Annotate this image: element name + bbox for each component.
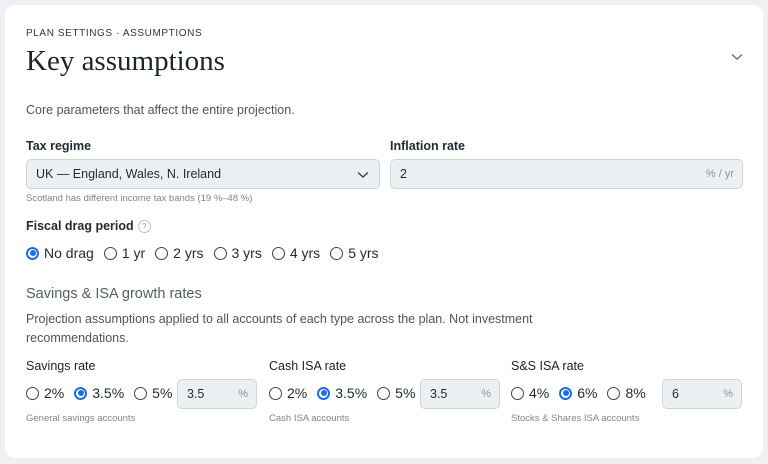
input-unit: % (481, 388, 491, 400)
radio-label: 4 yrs (289, 245, 321, 261)
radio-option[interactable]: 8% (607, 385, 646, 401)
radio-label: 5% (152, 385, 173, 401)
select-arrow (357, 171, 369, 178)
radio-group: 2% 3.5% 5% (269, 385, 425, 401)
field-label: S&S ISA rate (511, 359, 584, 373)
input-value: 6 (672, 387, 679, 401)
radio-circle (74, 386, 88, 400)
field-label: Tax regime (26, 139, 92, 153)
radio-label: 8% (625, 385, 646, 401)
label-text: Fiscal drag period (26, 219, 134, 233)
input-value: 3.5 (187, 387, 205, 401)
radio-circle (26, 386, 39, 400)
radio-circle (134, 386, 148, 400)
radio-label: 5% (395, 385, 416, 401)
radio-option[interactable]: 2% (269, 385, 307, 401)
breadcrumb: PLAN SETTINGS · ASSUMPTIONS (26, 28, 203, 39)
select-value: UK — England, Wales, N. Ireland (36, 167, 222, 181)
input-unit: % (723, 388, 733, 400)
radio-option[interactable]: 5% (377, 385, 415, 401)
radio-label: 5 yrs (348, 245, 379, 261)
radio-option[interactable]: No drag (26, 245, 94, 261)
radio-circle (103, 246, 117, 260)
radio-label: 1 yr (121, 245, 146, 261)
radio-option[interactable]: 3 yrs (213, 245, 262, 261)
description: Core parameters that affect the entire p… (26, 103, 295, 117)
assumptions-card: PLAN SETTINGS · ASSUMPTIONS Key assumpti… (5, 5, 763, 458)
field-label: Cash ISA rate (269, 359, 347, 373)
input-unit: % / yr (705, 168, 734, 180)
radio-circle (607, 386, 621, 400)
radio-option[interactable]: 4 yrs (271, 245, 321, 261)
field-label: Inflation rate (390, 139, 466, 153)
radio-option[interactable]: 3.5% (74, 385, 124, 401)
radio-label: 3.5% (335, 385, 368, 401)
radio-option[interactable]: 2 yrs (155, 245, 204, 261)
radio-circle (317, 386, 331, 400)
rate-input[interactable]: 3.5% (420, 379, 500, 409)
radio-group: 2% 3.5% 5% (26, 385, 182, 401)
tax-regime-select[interactable]: UK — England, Wales, N. Ireland (26, 159, 380, 189)
field-label: Savings rate (26, 359, 96, 373)
input-unit: % (238, 388, 248, 400)
radio-label: No drag (44, 245, 94, 261)
radio-label: 4% (529, 385, 550, 401)
radio-option[interactable]: 2% (26, 385, 64, 401)
help-icon[interactable]: ? (137, 220, 151, 233)
field-hint: Cash ISA accounts (269, 413, 350, 424)
radio-option[interactable]: 5% (134, 385, 172, 401)
radio-option[interactable]: 5 yrs (330, 245, 379, 261)
radio-group: 4% 6% 8% (511, 385, 656, 401)
rate-input[interactable]: 6% (662, 379, 742, 409)
input-value: 3.5 (430, 387, 448, 401)
radio-option[interactable]: 3.5% (317, 385, 367, 401)
radio-circle (155, 246, 169, 260)
radio-group: No drag 1 yr 2 yrs 3 yrs 4 yrs 5 yrs (26, 245, 389, 261)
radio-option[interactable]: 6% (559, 385, 597, 401)
field-hint: General savings accounts (26, 413, 136, 424)
section-description: Projection assumptions applied to all ac… (26, 312, 533, 345)
input-value: 2 (400, 167, 407, 181)
inflation-input[interactable]: 2 % / yr (390, 159, 743, 189)
radio-label: 2% (287, 385, 308, 401)
field-hint: Scotland has different income tax bands … (26, 193, 253, 204)
radio-label: 2 yrs (173, 245, 204, 261)
radio-option[interactable]: 1 yr (103, 245, 146, 261)
radio-circle (213, 246, 227, 260)
radio-circle (377, 386, 391, 400)
field-hint: Stocks & Shares ISA accounts (511, 413, 640, 424)
section-title: Savings & ISA growth rates (26, 286, 202, 302)
radio-circle (559, 386, 573, 400)
radio-label: 3 yrs (231, 245, 262, 261)
radio-circle (26, 246, 39, 260)
radio-label: 2% (44, 385, 65, 401)
radio-circle (269, 386, 282, 400)
radio-label: 6% (577, 385, 598, 401)
field-label: Fiscal drag period? (26, 219, 151, 233)
collapse-chevron[interactable] (731, 53, 743, 61)
radio-option[interactable]: 4% (511, 385, 549, 401)
title: Key assumptions (26, 45, 225, 77)
radio-label: 3.5% (92, 385, 125, 401)
radio-circle (330, 246, 344, 260)
rate-input[interactable]: 3.5% (177, 379, 257, 409)
radio-circle (511, 386, 524, 400)
radio-circle (271, 246, 285, 260)
